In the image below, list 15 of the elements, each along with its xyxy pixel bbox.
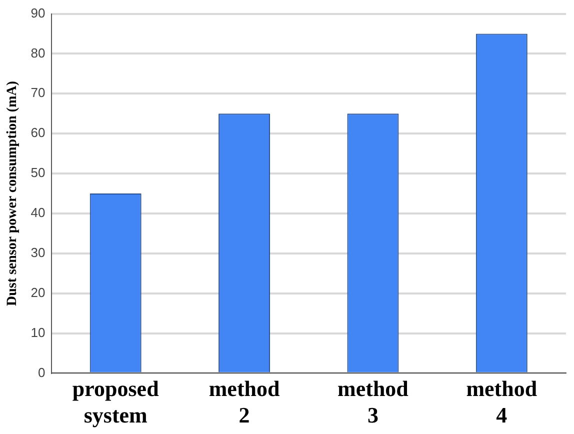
y-tick-label: 80: [30, 45, 46, 60]
y-tick-label: 0: [38, 364, 46, 380]
y-tick-label: 10: [30, 324, 46, 340]
x-tick-label: method 3: [338, 376, 408, 428]
y-tick-label: 20: [30, 284, 46, 300]
y-axis-title: Dust sensor power consumption (mA): [5, 80, 20, 306]
y-tick-label: 90: [30, 5, 46, 20]
x-tick-label: method 4: [466, 376, 538, 428]
x-tick-label: method 2: [208, 376, 280, 428]
y-tick-label: 50: [30, 165, 46, 180]
y-tick-label: 70: [30, 85, 46, 100]
x-tick-label: proposed system: [72, 376, 159, 428]
y-tick-label: 60: [30, 125, 46, 140]
y-tick-label: 40: [30, 205, 46, 220]
y-tick-label: 30: [30, 244, 46, 260]
